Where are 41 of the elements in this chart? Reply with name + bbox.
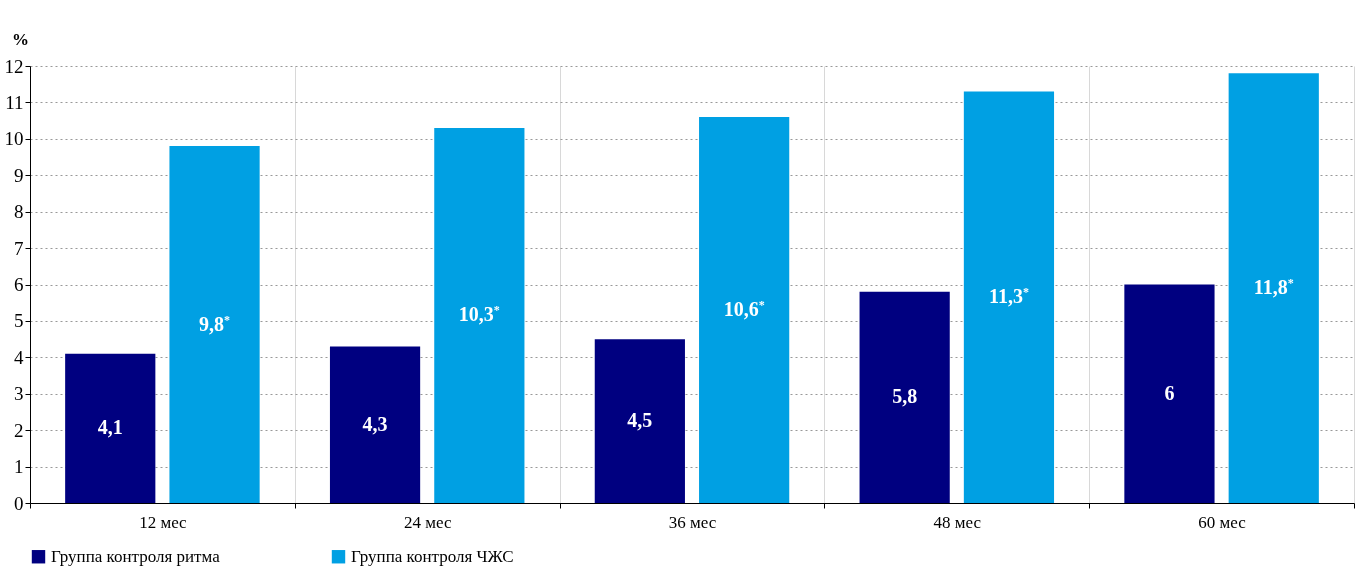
legend-label: Группа контроля ЧЖС bbox=[351, 546, 514, 566]
data-label: 4,3 bbox=[362, 412, 388, 435]
x-tick-label: 24 мес bbox=[403, 512, 452, 532]
y-tick-label: 3 bbox=[14, 383, 24, 405]
x-tick-label: 48 мес bbox=[933, 512, 982, 532]
bar bbox=[1228, 73, 1319, 503]
y-tick-label: 8 bbox=[14, 201, 24, 223]
bar bbox=[169, 146, 260, 503]
bar bbox=[65, 353, 156, 503]
data-label: 9,8$^{*}$ bbox=[199, 312, 231, 335]
data-label: 4,1 bbox=[97, 416, 123, 439]
y-tick-label: 2 bbox=[14, 419, 24, 441]
bar bbox=[859, 291, 950, 503]
data-label: 11,3$^{*}$ bbox=[988, 285, 1029, 308]
bar bbox=[434, 127, 525, 503]
bar bbox=[699, 116, 790, 503]
y-tick-label: 1 bbox=[14, 456, 24, 478]
bar bbox=[329, 346, 421, 503]
data-label: 5,8 bbox=[892, 385, 918, 408]
data-label: 6 bbox=[1164, 381, 1175, 404]
legend-label: Группа контроля ритма bbox=[51, 546, 221, 566]
y-tick-label: 10 bbox=[4, 128, 24, 150]
x-tick-label: 36 мес bbox=[668, 512, 717, 532]
y-tick-label: 4 bbox=[14, 346, 24, 368]
y-tick-label: 7 bbox=[14, 237, 24, 259]
y-tick-label: 0 bbox=[14, 492, 24, 514]
y-axis-title: % bbox=[12, 29, 29, 49]
x-tick-label: 12 мес bbox=[139, 512, 188, 532]
data-label: 4,5 bbox=[627, 409, 653, 432]
y-tick-label: 9 bbox=[14, 164, 24, 186]
y-tick-label: 6 bbox=[14, 274, 24, 295]
data-label: 10,6$^{*}$ bbox=[723, 297, 765, 320]
x-tick-label: 60 мес bbox=[1198, 512, 1247, 532]
bar bbox=[963, 91, 1055, 503]
data-label: 10,3$^{*}$ bbox=[458, 303, 500, 326]
data-label: 11,8$^{*}$ bbox=[1253, 276, 1294, 299]
bar bbox=[594, 339, 685, 503]
y-tick-label: 5 bbox=[14, 310, 24, 332]
y-tick-label: 11 bbox=[5, 91, 24, 113]
y-tick-label: 12 bbox=[4, 55, 24, 77]
bar bbox=[1124, 284, 1215, 503]
